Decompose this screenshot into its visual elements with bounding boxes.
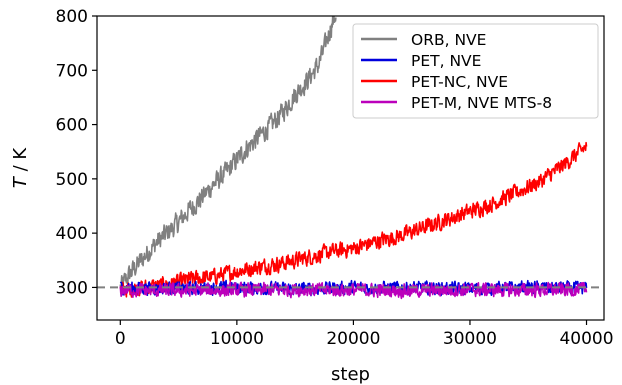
legend-box <box>352 23 599 119</box>
legend-label: PET-M, NVE MTS-8 <box>411 94 552 112</box>
x-tick-label: 10000 <box>210 329 264 349</box>
x-tick-label: 40000 <box>559 329 613 349</box>
x-tick-label: 30000 <box>443 329 497 349</box>
y-tick-label: 800 <box>56 7 88 27</box>
plot-frame <box>96 15 605 321</box>
legend-label: PET-NC, NVE <box>411 73 508 91</box>
x-tick-label: 0 <box>115 329 126 349</box>
legend: ORB, NVE PET, NVE PET-NC, NVE PET-M, NVE MT… <box>352 23 599 119</box>
series-line-pet-m-nve-mts-8 <box>119 281 588 300</box>
y-axis-symbol: T <box>10 175 31 188</box>
axis-ticks: 0 10000 20000 30000 40000 300 400 500 600 700 800 <box>56 7 614 349</box>
series-line-orb-nve <box>119 16 337 291</box>
y-tick-label: 700 <box>56 61 88 81</box>
y-tick-label: 600 <box>56 116 88 136</box>
plot-content <box>97 16 604 300</box>
x-axis-label: step <box>331 364 370 385</box>
y-tick-label: 500 <box>56 170 88 190</box>
x-tick-label: 20000 <box>326 329 380 349</box>
y-axis-unit: / K <box>10 147 31 178</box>
legend-label: ORB, NVE <box>411 31 486 49</box>
y-axis-label: T / K <box>10 147 31 189</box>
legend-label: PET, NVE <box>411 52 481 70</box>
series-line-pet-nc-nve <box>119 141 588 298</box>
y-tick-label: 400 <box>56 224 88 244</box>
y-tick-label: 300 <box>56 278 88 298</box>
